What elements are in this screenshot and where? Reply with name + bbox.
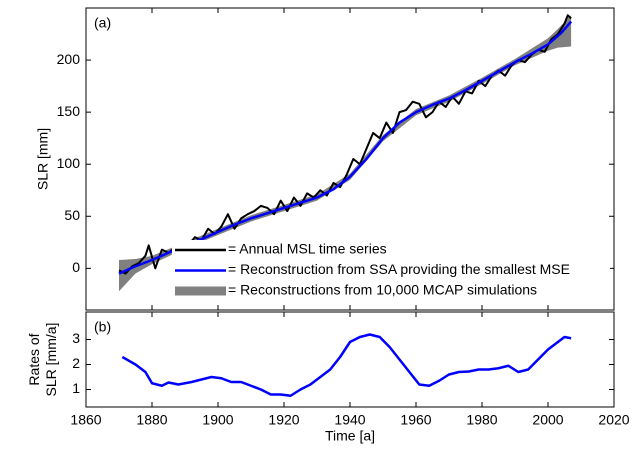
y-tick-label: 2: [72, 355, 80, 371]
x-tick-label: 2000: [532, 412, 563, 428]
y-axis-label: SLR [mm/a]: [43, 323, 59, 397]
series-line: [121, 333, 572, 397]
x-tick-label: 2020: [598, 412, 629, 428]
y-axis-label: SLR [mm]: [35, 128, 51, 190]
legend-label: = Annual MSL time series: [228, 241, 387, 257]
y-tick-label: 1: [72, 380, 80, 396]
series-line: [118, 14, 572, 275]
x-tick-label: 1880: [136, 412, 167, 428]
x-tick-label: 1980: [466, 412, 497, 428]
y-tick-label: 150: [57, 103, 81, 119]
x-tick-label: 1920: [268, 412, 299, 428]
y-tick-label: 3: [72, 330, 80, 346]
x-tick-label: 1860: [70, 412, 101, 428]
x-tick-label: 1960: [400, 412, 431, 428]
plot-area: [86, 312, 614, 407]
y-tick-label: 0: [72, 259, 80, 275]
x-axis-label: Time [a]: [325, 428, 375, 444]
y-tick-label: 200: [57, 51, 81, 67]
y-axis-label: Rates of: [26, 333, 42, 385]
panel-label: (b): [94, 319, 111, 335]
x-tick-label: 1900: [202, 412, 233, 428]
legend-label: = Reconstructions from 10,000 MCAP simul…: [228, 282, 537, 298]
legend-label: = Reconstruction from SSA providing the …: [228, 261, 570, 277]
legend-bg: [172, 240, 610, 261]
y-tick-label: 50: [64, 207, 80, 223]
x-tick-label: 1940: [334, 412, 365, 428]
panel-label: (a): [94, 15, 111, 31]
y-tick-label: 100: [57, 155, 81, 171]
legend-bg: [172, 281, 610, 302]
legend-bg: [172, 260, 610, 282]
